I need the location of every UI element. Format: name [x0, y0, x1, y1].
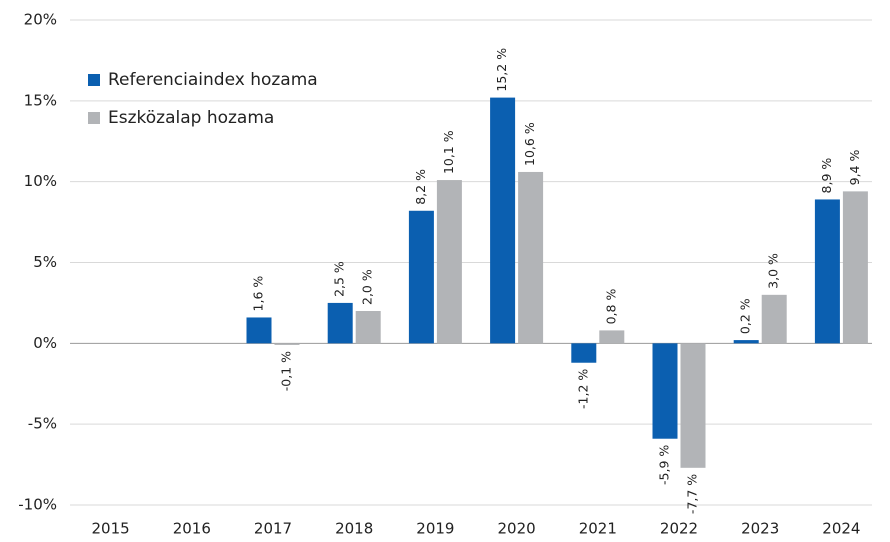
value-label: 1,6 % — [251, 276, 266, 312]
value-label: 0,2 % — [738, 298, 753, 334]
bar — [571, 343, 597, 363]
bar — [652, 343, 678, 439]
value-label: 10,1 % — [441, 130, 456, 174]
bar — [327, 302, 353, 344]
bar — [436, 180, 462, 344]
bar — [355, 311, 381, 344]
value-label: -1,2 % — [575, 369, 590, 409]
y-tick-label: 0% — [33, 334, 57, 352]
value-label: 15,2 % — [494, 48, 509, 92]
bar — [680, 343, 706, 468]
bar — [274, 343, 300, 345]
bar — [408, 210, 434, 344]
bar — [518, 171, 544, 344]
x-tick-label: 2023 — [741, 520, 779, 538]
legend-swatch — [88, 112, 100, 124]
value-label: -0,1 % — [279, 351, 294, 391]
y-tick-label: -10% — [18, 496, 57, 514]
x-tick-label: 2017 — [254, 520, 292, 538]
value-label: 2,0 % — [360, 269, 375, 305]
y-tick-label: 10% — [24, 172, 57, 190]
y-tick-label: 15% — [24, 91, 57, 109]
value-label: 8,2 % — [413, 169, 428, 205]
x-tick-label: 2020 — [498, 520, 536, 538]
value-label: 0,8 % — [603, 289, 618, 325]
x-tick-label: 2015 — [92, 520, 130, 538]
y-tick-label: 5% — [33, 253, 57, 271]
bar — [733, 340, 759, 344]
bar — [814, 199, 840, 344]
y-tick-label: -5% — [28, 415, 57, 433]
x-tick-label: 2016 — [173, 520, 211, 538]
y-tick-label: 20% — [24, 11, 57, 29]
bar — [246, 317, 272, 344]
value-label: 3,0 % — [766, 253, 781, 289]
x-tick-label: 2022 — [660, 520, 698, 538]
value-label: -7,7 % — [685, 474, 700, 514]
x-tick-label: 2024 — [822, 520, 860, 538]
x-tick-label: 2019 — [416, 520, 454, 538]
value-label: 2,5 % — [332, 261, 347, 297]
x-tick-label: 2021 — [579, 520, 617, 538]
bar — [761, 294, 787, 344]
legend-label: Eszközalap hozama — [108, 108, 274, 128]
bar — [490, 97, 516, 344]
bar — [599, 330, 625, 344]
legend-swatch — [88, 74, 100, 86]
value-label: 9,4 % — [847, 150, 862, 186]
legend-label: Referenciaindex hozama — [108, 70, 318, 90]
value-label: 10,6 % — [522, 122, 537, 166]
bar — [842, 191, 868, 344]
value-label: -5,9 % — [657, 445, 672, 485]
value-label: 8,9 % — [819, 158, 834, 194]
x-tick-label: 2018 — [335, 520, 373, 538]
